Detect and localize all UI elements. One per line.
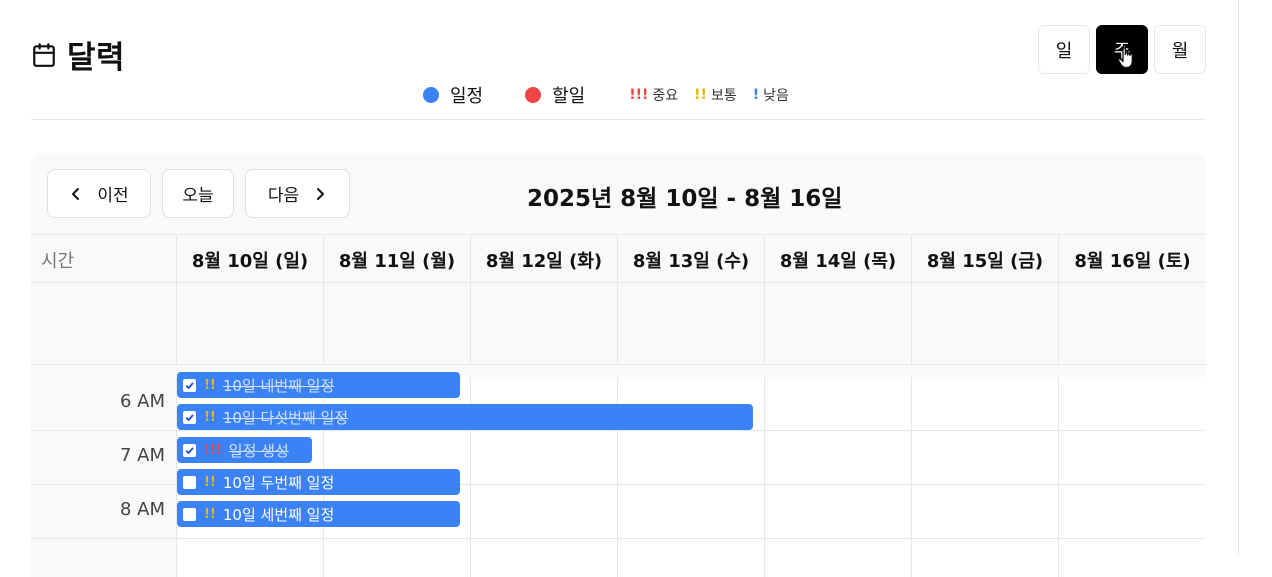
view-day-button[interactable]: 일 [1038, 25, 1090, 74]
date-range-title: 2025년 8월 10일 - 8월 16일 [527, 186, 843, 212]
hand-cursor-icon [1117, 44, 1133, 69]
view-month-button[interactable]: 월 [1154, 25, 1206, 74]
prev-week-button[interactable]: 이전 [47, 169, 151, 218]
event-item[interactable]: !! 10일 다섯번째 일정 [177, 404, 753, 430]
all-day-cell[interactable] [470, 283, 617, 365]
hour-label: 6 AM [119, 391, 165, 412]
day-divider [911, 377, 912, 577]
priority-medium-marks: !! [694, 87, 707, 103]
event-title: 10일 두번째 일정 [222, 473, 335, 492]
event-title: 일정 생성 [228, 441, 289, 460]
check-icon [185, 413, 194, 421]
day-header[interactable]: 8월 10일 (일) [176, 235, 323, 284]
priority-low-label: 낮음 [763, 88, 789, 104]
all-day-cell[interactable] [764, 283, 911, 365]
next-week-label: 다음 [267, 186, 300, 206]
hour-divider [31, 538, 1206, 539]
chevron-right-icon [317, 187, 325, 200]
calendar-header: 달력 일 주 월 일정 할일 !!! 중요 !! 보통 ! 낮음 [31, 24, 1206, 120]
all-day-cell[interactable] [1058, 283, 1206, 365]
scrollbar-track[interactable] [1238, 0, 1239, 555]
priority-high-marks: !!! [629, 87, 649, 103]
next-week-button[interactable]: 다음 [245, 169, 350, 218]
day-divider [176, 377, 177, 577]
day-header-row: 시간 8월 10일 (일) 8월 11일 (월) 8월 12일 (화) 8월 1… [31, 234, 1206, 284]
check-icon [185, 381, 194, 389]
event-priority: !! [204, 377, 216, 393]
event-title: 10일 네번째 일정 [222, 376, 335, 395]
time-column: 6 AM 7 AM 8 AM [31, 377, 177, 577]
event-checkbox[interactable] [183, 410, 196, 424]
week-calendar: 이전 오늘 다음 2025년 8월 10일 - 8월 16일 시간 8월 10일… [31, 153, 1206, 577]
priority-medium-label: 보통 [710, 88, 737, 104]
time-column-header: 시간 [41, 251, 75, 272]
event-title: 10일 다섯번째 일정 [222, 408, 349, 427]
day-header[interactable]: 8월 11일 (월) [323, 235, 470, 284]
legend-priority-high: !!! 중요 [629, 85, 678, 105]
day-header[interactable]: 8월 13일 (수) [617, 235, 764, 284]
day-divider [617, 377, 618, 577]
day-header[interactable]: 8월 16일 (토) [1058, 235, 1206, 284]
chevron-left-icon [72, 187, 80, 200]
day-header[interactable]: 8월 14일 (목) [764, 235, 911, 284]
event-checkbox[interactable] [183, 507, 196, 521]
day-divider [470, 377, 471, 577]
all-day-cell[interactable] [176, 283, 323, 365]
legend-schedule: 일정 [423, 82, 483, 108]
all-day-cell[interactable] [617, 283, 764, 365]
day-header[interactable]: 8월 15일 (금) [911, 235, 1058, 284]
prev-week-label: 이전 [97, 186, 129, 206]
priority-high-label: 중요 [652, 88, 679, 104]
all-day-cell[interactable] [323, 283, 470, 365]
legend-priority-medium: !! 보통 [694, 85, 737, 105]
day-divider [764, 377, 765, 577]
event-title: 10일 세번째 일정 [222, 505, 335, 524]
title-group: 달력 [31, 32, 125, 77]
event-priority: !! [204, 409, 216, 425]
day-header[interactable]: 8월 12일 (화) [470, 235, 617, 284]
hour-divider [31, 484, 1206, 485]
event-priority: !! [204, 506, 216, 522]
view-week-button[interactable]: 주 [1096, 25, 1148, 74]
event-item[interactable]: !!! 일정 생성 [177, 437, 312, 463]
event-item[interactable]: !! 10일 세번째 일정 [177, 501, 460, 527]
event-checkbox[interactable] [183, 475, 196, 489]
schedule-color-dot [423, 87, 439, 103]
day-divider [1058, 377, 1059, 577]
hour-label: 8 AM [119, 499, 165, 520]
legend-schedule-label: 일정 [450, 86, 484, 107]
legend-todo: 할일 [525, 82, 585, 108]
hour-divider [31, 430, 1206, 431]
event-priority: !!! [204, 442, 222, 458]
check-icon [185, 446, 194, 454]
today-button[interactable]: 오늘 [162, 169, 234, 218]
hour-label: 7 AM [119, 445, 165, 466]
all-day-cell[interactable] [911, 283, 1058, 365]
view-switcher: 일 주 월 [1038, 25, 1206, 74]
legend-todo-label: 할일 [552, 86, 586, 107]
all-day-row [31, 283, 1206, 365]
event-checkbox[interactable] [183, 443, 196, 457]
legend: 일정 할일 !!! 중요 !! 보통 ! 낮음 [423, 82, 805, 108]
event-priority: !! [204, 474, 216, 490]
legend-priority-low: ! 낮음 [753, 85, 789, 105]
event-checkbox[interactable] [183, 378, 196, 392]
event-item[interactable]: !! 10일 네번째 일정 [177, 372, 460, 398]
priority-low-marks: ! [752, 87, 760, 103]
event-item[interactable]: !! 10일 두번째 일정 [177, 469, 460, 495]
calendar-icon [33, 42, 55, 67]
todo-color-dot [525, 87, 542, 103]
page-title: 달력 [67, 40, 126, 76]
